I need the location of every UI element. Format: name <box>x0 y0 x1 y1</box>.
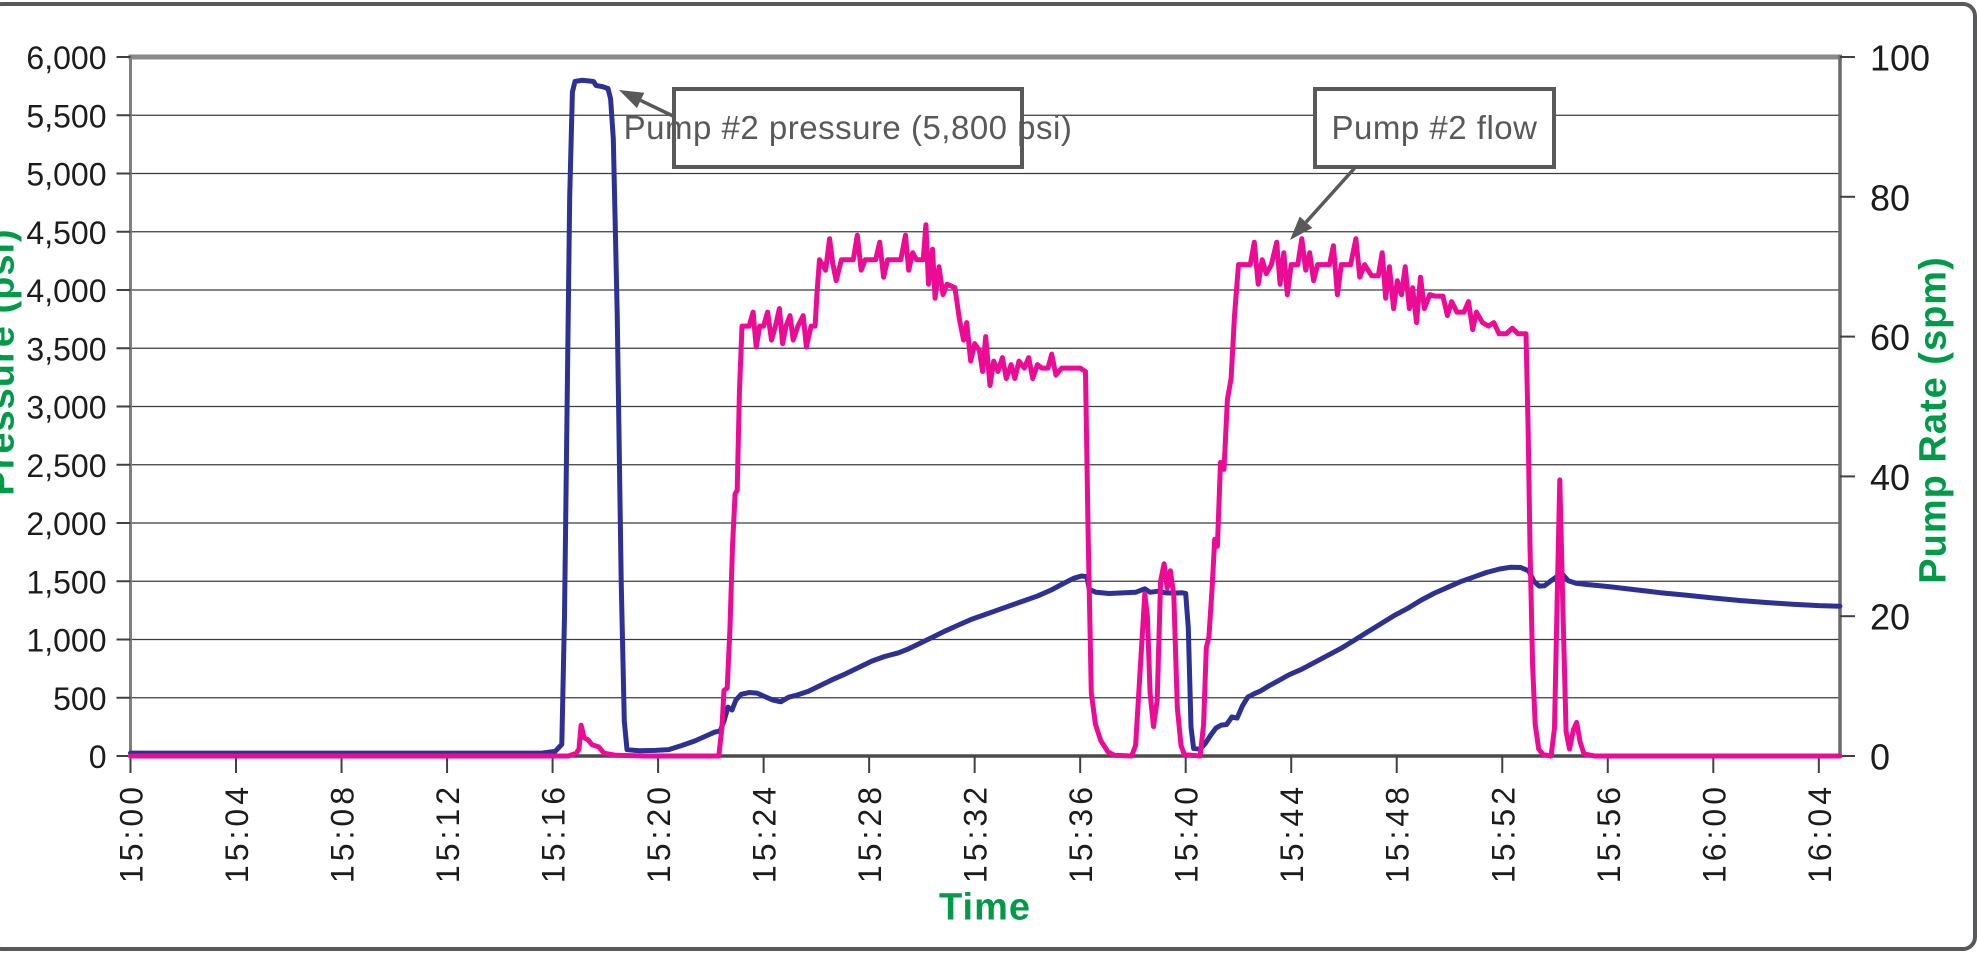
annotation-flow-callout: Pump #2 flow <box>1313 87 1556 169</box>
x-tick-label: 15:08 <box>325 783 361 883</box>
y-left-tick-label: 6,000 <box>26 40 106 76</box>
y-right-tick-label: 20 <box>1870 597 1910 638</box>
flow-series-line <box>128 222 1843 759</box>
x-tick-label: 15:52 <box>1485 783 1521 883</box>
annotation-pressure-arrow-head <box>619 90 645 109</box>
y-left-tick-label: 500 <box>53 681 106 717</box>
y-left-tick-label: 2,000 <box>26 506 106 542</box>
annotation-flow-arrow <box>1304 159 1363 224</box>
y-left-tick-label: 2,500 <box>26 448 106 484</box>
annotation-pressure-label: Pump #2 pressure (5,800 psi) <box>623 109 1073 146</box>
x-tick-label: 15:44 <box>1274 783 1310 883</box>
x-tick-label: 15:04 <box>219 783 255 883</box>
x-tick-label: 15:36 <box>1063 783 1099 883</box>
x-tick-label: 15:24 <box>747 783 783 883</box>
x-tick-label: 15:56 <box>1591 783 1627 883</box>
annotation-pressure-callout: Pump #2 pressure (5,800 psi) <box>624 87 1072 169</box>
x-tick-label: 15:12 <box>430 783 466 883</box>
x-tick-label: 15:28 <box>852 783 888 883</box>
y-left-tick-label: 1,500 <box>26 564 106 600</box>
y-left-axis-title: Pressure (psi) <box>0 228 23 496</box>
y-right-tick-label: 100 <box>1870 38 1930 79</box>
y-left-tick-label: 4,500 <box>26 215 106 251</box>
annotation-flow-arrow-head <box>1290 216 1313 240</box>
y-left-tick-label: 1,000 <box>26 623 106 659</box>
y-right-tick-label: 80 <box>1870 177 1910 218</box>
y-left-tick-label: 0 <box>89 739 107 775</box>
pressure-series-line <box>128 77 1843 756</box>
y-right-tick-label: 0 <box>1870 737 1890 778</box>
y-right-axis-title: Pump Rate (spm) <box>1912 256 1955 584</box>
x-tick-label: 15:48 <box>1380 783 1416 883</box>
y-left-tick-label: 5,000 <box>26 157 106 193</box>
x-tick-label: 16:00 <box>1696 783 1732 883</box>
annotation-flow-label: Pump #2 flow <box>1331 109 1538 146</box>
y-left-tick-label: 4,000 <box>26 273 106 309</box>
y-right-tick-label: 40 <box>1870 457 1910 498</box>
y-left-tick-label: 5,500 <box>26 98 106 134</box>
x-tick-label: 15:20 <box>641 783 677 883</box>
x-tick-label: 16:04 <box>1802 783 1838 883</box>
x-axis-title: Time <box>938 886 1032 929</box>
x-tick-label: 15:32 <box>958 783 994 883</box>
x-tick-label: 15:00 <box>114 783 150 883</box>
y-left-tick-label: 3,000 <box>26 390 106 426</box>
x-tick-label: 15:16 <box>536 783 572 883</box>
y-left-tick-label: 3,500 <box>26 331 106 367</box>
y-right-tick-label: 60 <box>1870 317 1910 358</box>
x-tick-label: 15:40 <box>1169 783 1205 883</box>
annotation-pressure-arrow <box>639 98 674 118</box>
